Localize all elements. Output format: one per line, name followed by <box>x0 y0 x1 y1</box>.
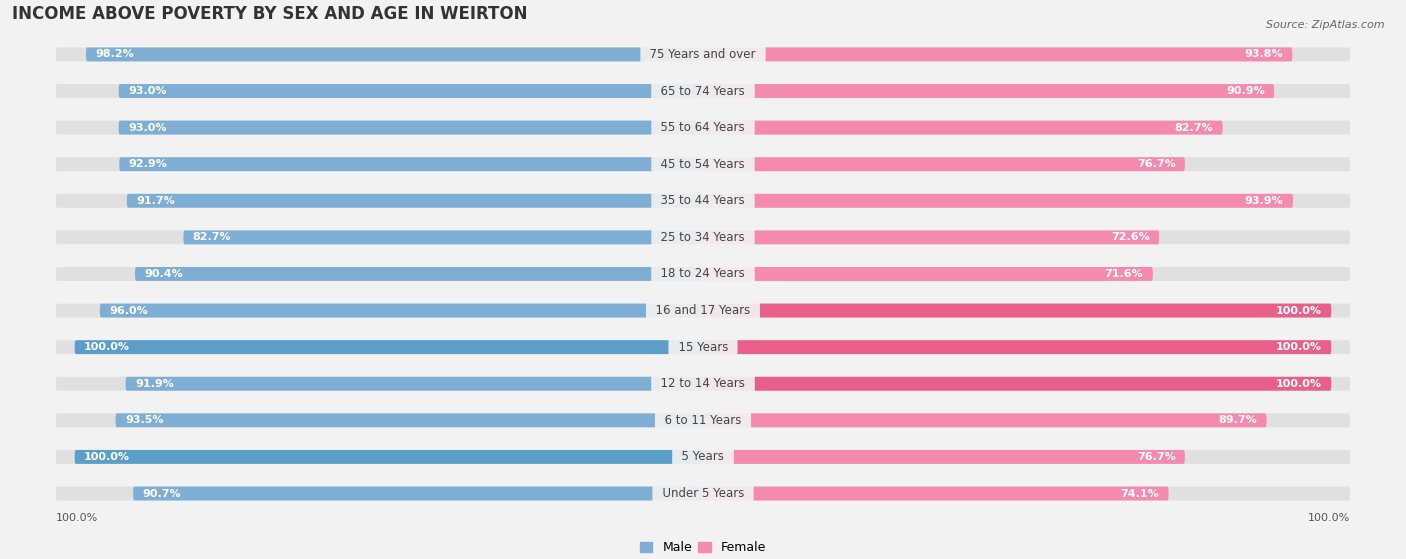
FancyBboxPatch shape <box>703 84 1350 98</box>
FancyBboxPatch shape <box>56 340 703 354</box>
FancyBboxPatch shape <box>703 194 1294 208</box>
Text: 76.7%: 76.7% <box>1137 452 1175 462</box>
FancyBboxPatch shape <box>703 413 1267 427</box>
FancyBboxPatch shape <box>703 413 1350 427</box>
FancyBboxPatch shape <box>56 230 703 244</box>
Text: 93.8%: 93.8% <box>1244 49 1282 59</box>
FancyBboxPatch shape <box>703 340 1331 354</box>
FancyBboxPatch shape <box>703 121 1223 135</box>
FancyBboxPatch shape <box>703 377 1350 391</box>
Text: Source: ZipAtlas.com: Source: ZipAtlas.com <box>1267 20 1385 30</box>
FancyBboxPatch shape <box>135 267 703 281</box>
Text: 93.5%: 93.5% <box>125 415 163 425</box>
FancyBboxPatch shape <box>56 267 703 281</box>
FancyBboxPatch shape <box>56 304 703 318</box>
Text: 100.0%: 100.0% <box>56 513 98 523</box>
FancyBboxPatch shape <box>127 194 703 208</box>
Text: INCOME ABOVE POVERTY BY SEX AND AGE IN WEIRTON: INCOME ABOVE POVERTY BY SEX AND AGE IN W… <box>11 6 527 23</box>
FancyBboxPatch shape <box>703 121 1350 135</box>
Text: 55 to 64 Years: 55 to 64 Years <box>654 121 752 134</box>
FancyBboxPatch shape <box>703 486 1168 500</box>
Text: 75 Years and over: 75 Years and over <box>643 48 763 61</box>
Text: 89.7%: 89.7% <box>1219 415 1257 425</box>
Text: 98.2%: 98.2% <box>96 49 134 59</box>
FancyBboxPatch shape <box>703 377 1331 391</box>
Text: 82.7%: 82.7% <box>1174 122 1213 132</box>
Text: 93.0%: 93.0% <box>128 86 166 96</box>
FancyBboxPatch shape <box>703 267 1350 281</box>
FancyBboxPatch shape <box>703 194 1350 208</box>
Text: 91.7%: 91.7% <box>136 196 174 206</box>
FancyBboxPatch shape <box>183 230 703 244</box>
Text: 90.7%: 90.7% <box>142 489 181 499</box>
FancyBboxPatch shape <box>703 450 1185 464</box>
FancyBboxPatch shape <box>703 157 1350 171</box>
FancyBboxPatch shape <box>56 486 703 500</box>
FancyBboxPatch shape <box>120 157 703 171</box>
FancyBboxPatch shape <box>703 48 1292 61</box>
FancyBboxPatch shape <box>703 84 1274 98</box>
FancyBboxPatch shape <box>703 267 1153 281</box>
Text: 6 to 11 Years: 6 to 11 Years <box>657 414 749 427</box>
FancyBboxPatch shape <box>56 450 703 464</box>
Text: 45 to 54 Years: 45 to 54 Years <box>654 158 752 170</box>
FancyBboxPatch shape <box>56 413 703 427</box>
Text: 100.0%: 100.0% <box>1275 342 1322 352</box>
FancyBboxPatch shape <box>100 304 703 318</box>
Text: 100.0%: 100.0% <box>1275 306 1322 316</box>
Text: 76.7%: 76.7% <box>1137 159 1175 169</box>
FancyBboxPatch shape <box>75 340 703 354</box>
FancyBboxPatch shape <box>56 121 703 135</box>
FancyBboxPatch shape <box>703 304 1350 318</box>
FancyBboxPatch shape <box>703 157 1185 171</box>
Text: 100.0%: 100.0% <box>1308 513 1350 523</box>
Text: 91.9%: 91.9% <box>135 379 174 389</box>
Text: 100.0%: 100.0% <box>84 342 131 352</box>
Text: 35 to 44 Years: 35 to 44 Years <box>654 195 752 207</box>
Text: 72.6%: 72.6% <box>1111 233 1150 243</box>
Text: 16 and 17 Years: 16 and 17 Years <box>648 304 758 317</box>
Text: 82.7%: 82.7% <box>193 233 232 243</box>
FancyBboxPatch shape <box>118 121 703 135</box>
FancyBboxPatch shape <box>703 340 1350 354</box>
Legend: Male, Female: Male, Female <box>636 536 770 559</box>
FancyBboxPatch shape <box>703 48 1350 61</box>
Text: 90.9%: 90.9% <box>1226 86 1265 96</box>
FancyBboxPatch shape <box>118 84 703 98</box>
FancyBboxPatch shape <box>56 194 703 208</box>
FancyBboxPatch shape <box>703 304 1331 318</box>
Text: 65 to 74 Years: 65 to 74 Years <box>654 84 752 97</box>
FancyBboxPatch shape <box>75 450 703 464</box>
Text: Under 5 Years: Under 5 Years <box>655 487 751 500</box>
FancyBboxPatch shape <box>134 486 703 500</box>
Text: 92.9%: 92.9% <box>129 159 167 169</box>
Text: 100.0%: 100.0% <box>84 452 131 462</box>
FancyBboxPatch shape <box>86 48 703 61</box>
Text: 5 Years: 5 Years <box>675 451 731 463</box>
Text: 96.0%: 96.0% <box>110 306 148 316</box>
FancyBboxPatch shape <box>125 377 703 391</box>
FancyBboxPatch shape <box>703 230 1350 244</box>
Text: 100.0%: 100.0% <box>1275 379 1322 389</box>
Text: 18 to 24 Years: 18 to 24 Years <box>654 267 752 281</box>
FancyBboxPatch shape <box>56 84 703 98</box>
Text: 93.9%: 93.9% <box>1244 196 1284 206</box>
Text: 12 to 14 Years: 12 to 14 Years <box>654 377 752 390</box>
Text: 25 to 34 Years: 25 to 34 Years <box>654 231 752 244</box>
FancyBboxPatch shape <box>703 486 1350 500</box>
Text: 74.1%: 74.1% <box>1121 489 1159 499</box>
FancyBboxPatch shape <box>703 450 1350 464</box>
FancyBboxPatch shape <box>115 413 703 427</box>
FancyBboxPatch shape <box>56 157 703 171</box>
FancyBboxPatch shape <box>703 230 1159 244</box>
Text: 15 Years: 15 Years <box>671 340 735 354</box>
Text: 90.4%: 90.4% <box>145 269 183 279</box>
FancyBboxPatch shape <box>56 48 703 61</box>
Text: 71.6%: 71.6% <box>1105 269 1143 279</box>
FancyBboxPatch shape <box>56 377 703 391</box>
Text: 93.0%: 93.0% <box>128 122 166 132</box>
